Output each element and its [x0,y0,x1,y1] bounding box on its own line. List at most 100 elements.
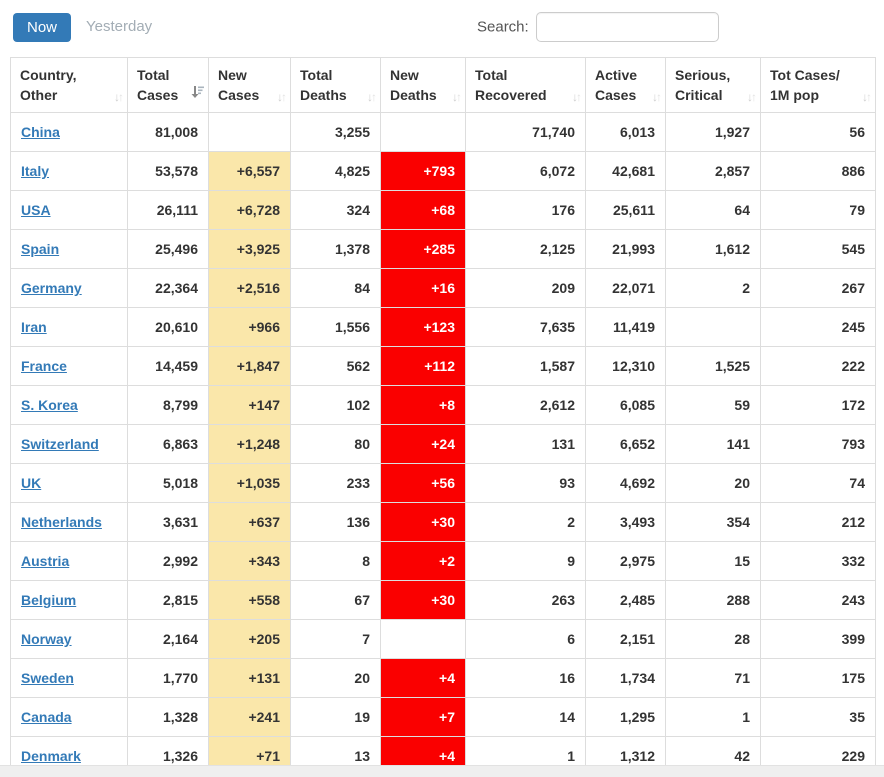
table-row: Austria 2,992 +343 8 +2 9 2,975 15 332 [10,541,876,581]
cell-total-recovered: 14 [465,697,586,737]
country-link[interactable]: USA [21,202,51,218]
cell-cases-1m-pop: 222 [760,346,876,386]
cell-total-recovered: 209 [465,268,586,308]
cell-new-cases: +1,248 [208,424,291,464]
cell-cases-1m-pop: 245 [760,307,876,347]
cell-active-cases: 4,692 [585,463,666,503]
cell-total-recovered: 93 [465,463,586,503]
cell-total-deaths: 84 [290,268,381,308]
column-header-label: New [218,66,247,83]
column-header-label: Deaths [300,87,347,103]
column-header-new-deaths[interactable]: New Deaths ↓↑ [380,57,466,113]
column-header-new-cases[interactable]: New Cases ↓↑ [208,57,291,113]
search-input[interactable] [535,12,719,42]
column-header-label: Total [475,66,508,83]
cell-country: Netherlands [10,502,128,542]
country-link[interactable]: Denmark [21,748,81,764]
column-header-active-cases[interactable]: Active Cases ↓↑ [585,57,666,113]
column-header-label: Tot Cases/ [770,66,840,83]
column-header-label: Country, [20,66,77,83]
country-link[interactable]: Spain [21,241,60,257]
country-link[interactable]: Netherlands [21,514,102,530]
cell-country: China [10,112,128,152]
cell-cases-1m-pop: 267 [760,268,876,308]
cell-total-cases: 2,992 [127,541,209,581]
cell-total-cases: 20,610 [127,307,209,347]
column-header-label: 1M pop [770,87,819,103]
cell-total-recovered: 9 [465,541,586,581]
tab-now[interactable]: Now [13,13,72,42]
country-link[interactable]: Germany [21,280,82,296]
covid-stats-table: Country, Other ↓↑ Total Cases New Cases ↓↑ Total… [10,57,876,776]
country-link[interactable]: S. Korea [21,397,78,413]
cell-new-cases: +637 [208,502,291,542]
table-row: Spain 25,496 +3,925 1,378 +285 2,125 21,993 1,6… [10,229,876,269]
cell-new-cases: +3,925 [208,229,291,269]
sort-both-icon: ↓↑ [114,90,124,104]
cell-serious-critical: 64 [665,190,761,230]
cell-new-cases: +2,516 [208,268,291,308]
cell-serious-critical [665,307,761,347]
column-header-total-recovered[interactable]: Total Recovered ↓↑ [465,57,586,113]
cell-new-cases: +147 [208,385,291,425]
table-row: S. Korea 8,799 +147 102 +8 2,612 6,085 59 172 [10,385,876,425]
cell-new-deaths: +4 [380,658,466,698]
cell-active-cases: 2,485 [585,580,666,620]
country-link[interactable]: Austria [21,553,70,569]
country-link[interactable]: Sweden [21,670,74,686]
column-header-country[interactable]: Country, Other ↓↑ [10,57,128,113]
table-row: Switzerland 6,863 +1,248 80 +24 131 6,652 141 79… [10,424,876,464]
column-header-cases-1m-pop[interactable]: Tot Cases/1M pop ↓↑ [760,57,876,113]
cell-country: Switzerland [10,424,128,464]
sort-both-icon: ↓↑ [572,90,582,104]
country-link[interactable]: Iran [21,319,47,335]
sort-both-icon: ↓↑ [747,90,757,104]
cell-active-cases: 2,151 [585,619,666,659]
cell-country: Austria [10,541,128,581]
country-link[interactable]: Canada [21,709,72,725]
cell-serious-critical: 2,857 [665,151,761,191]
column-header-serious-critical[interactable]: Serious, Critical ↓↑ [665,57,761,113]
tab-yesterday[interactable]: Yesterday [86,18,153,35]
cell-total-deaths: 233 [290,463,381,503]
cell-total-cases: 6,863 [127,424,209,464]
country-link[interactable]: Italy [21,163,50,179]
country-link[interactable]: China [21,124,60,140]
column-header-total-deaths[interactable]: Total Deaths ↓↑ [290,57,381,113]
country-link[interactable]: Norway [21,631,72,647]
country-link[interactable]: Belgium [21,592,77,608]
cell-active-cases: 11,419 [585,307,666,347]
table-row: Iran 20,610 +966 1,556 +123 7,635 11,419 245 [10,307,876,347]
cell-country: Italy [10,151,128,191]
cell-total-cases: 1,328 [127,697,209,737]
country-link[interactable]: UK [21,475,42,491]
cell-active-cases: 2,975 [585,541,666,581]
cell-total-cases: 25,496 [127,229,209,269]
cell-total-recovered: 2,612 [465,385,586,425]
cell-active-cases: 6,085 [585,385,666,425]
cell-total-recovered: 263 [465,580,586,620]
cell-cases-1m-pop: 212 [760,502,876,542]
column-header-label: Recovered [475,87,547,103]
column-header-label: Cases [595,87,637,103]
cell-serious-critical: 354 [665,502,761,542]
cell-country: Canada [10,697,128,737]
cell-total-deaths: 80 [290,424,381,464]
table-row: Sweden 1,770 +131 20 +4 16 1,734 71 175 [10,658,876,698]
cell-active-cases: 6,013 [585,112,666,152]
column-header-total-cases[interactable]: Total Cases [127,57,209,113]
cell-active-cases: 22,071 [585,268,666,308]
cell-total-cases: 14,459 [127,346,209,386]
cell-total-cases: 2,164 [127,619,209,659]
country-link[interactable]: Switzerland [21,436,99,452]
cell-cases-1m-pop: 56 [760,112,876,152]
toolbar: Now Yesterday Search: [0,0,884,57]
cell-serious-critical: 1,525 [665,346,761,386]
cell-country: Iran [10,307,128,347]
cell-new-cases: +343 [208,541,291,581]
cell-new-deaths: +30 [380,580,466,620]
column-header-label: Other [20,87,58,103]
country-link[interactable]: France [21,358,67,374]
cell-active-cases: 42,681 [585,151,666,191]
cell-total-recovered: 6,072 [465,151,586,191]
